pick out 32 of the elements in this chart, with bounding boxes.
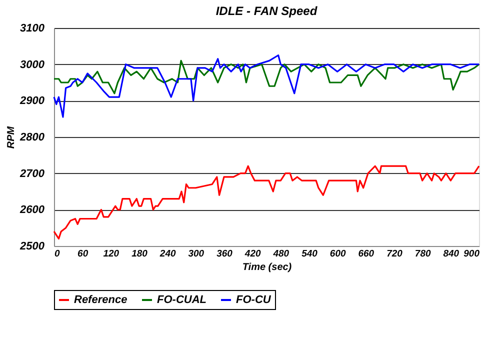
x-tick-label: 0 (54, 248, 60, 260)
x-tick-label: 60 (78, 248, 89, 260)
x-tick-label: 840 (443, 248, 460, 260)
x-tick-label: 660 (358, 248, 375, 260)
y-tick-label: 2700 (19, 168, 46, 180)
line-series (53, 60, 480, 94)
y-tick-label: 3000 (20, 58, 46, 71)
x-tick-label: 900 (464, 248, 480, 260)
line-series (53, 54, 480, 118)
legend-label: FO-CUAL (157, 294, 207, 306)
chart-title: IDLE - FAN Speed (216, 4, 318, 18)
x-tick-label: 480 (272, 248, 290, 260)
x-tick-label: 120 (103, 248, 120, 260)
y-tick-label: 2600 (19, 204, 46, 216)
x-tick-label: 360 (216, 248, 234, 260)
y-tick-label: 2800 (19, 132, 46, 144)
x-tick-label: 180 (132, 248, 148, 260)
y-tick-label: 2900 (19, 95, 46, 108)
legend-label: FO-CU (236, 294, 272, 306)
x-tick-label: 600 (330, 248, 346, 260)
x-tick-label: 240 (158, 248, 176, 260)
y-axis-title: RPM (6, 126, 18, 149)
x-axis-title: Time (sec) (242, 262, 292, 273)
x-tick-label: 780 (414, 248, 432, 260)
x-tick-label: 300 (188, 248, 205, 260)
x-tick-label: 420 (244, 248, 262, 260)
line-series (53, 165, 480, 240)
y-tick-label: 2500 (19, 240, 46, 252)
x-tick-label: 540 (302, 248, 318, 260)
legend-label: Reference (74, 294, 128, 306)
x-tick-label: 720 (386, 248, 404, 260)
y-tick-label: 3100 (20, 22, 46, 34)
